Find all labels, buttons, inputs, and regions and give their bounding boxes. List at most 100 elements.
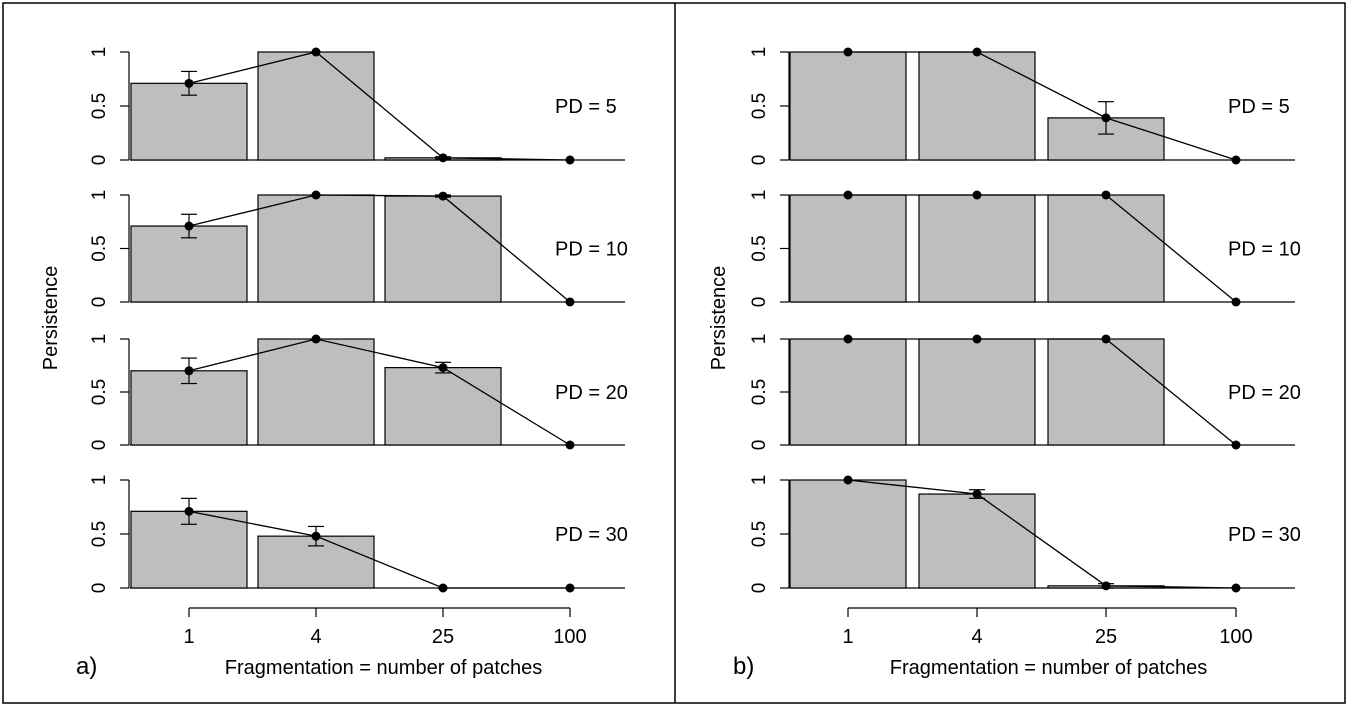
x-tick-label: 1	[842, 626, 853, 648]
y-tick-label: 0	[89, 440, 110, 451]
series-line	[848, 338, 1237, 446]
data-point	[311, 190, 321, 200]
bar	[257, 51, 375, 161]
data-point	[843, 334, 853, 344]
data-point	[1231, 440, 1241, 450]
y-tick-label: 1	[89, 190, 110, 201]
y-tick-label: 1	[749, 334, 770, 345]
bar	[789, 194, 907, 303]
bar	[789, 479, 907, 589]
bar	[918, 338, 1036, 446]
y-tick-label: 0	[749, 583, 770, 594]
y-tick-label: 0	[89, 297, 110, 308]
data-point	[438, 363, 448, 373]
bar	[918, 51, 1036, 161]
subplot: 0 0.5 1 PD = 5	[749, 47, 1295, 166]
series-line	[188, 51, 571, 161]
y-tick-label: 0.5	[89, 93, 110, 119]
panel-a: 0 0.5 1 PD = 5 0 0.5 1 PD = 10 0 0.5 1 PD = 20 0 0.5 1…	[40, 47, 628, 680]
y-tick-label: 0.5	[89, 379, 110, 405]
bar	[130, 225, 248, 303]
x-tick-label: 100	[1219, 626, 1252, 648]
x-tick-label: 4	[310, 626, 321, 648]
y-tick-label: 0	[749, 155, 770, 166]
data-point	[438, 153, 448, 163]
data-point	[438, 583, 448, 593]
series-label: PD = 20	[555, 382, 628, 404]
data-point	[1231, 583, 1241, 593]
subplot: 0 0.5 1 PD = 20	[89, 334, 628, 451]
data-point	[565, 440, 575, 450]
series-line	[188, 194, 571, 303]
y-tick-label: 0.5	[749, 235, 770, 261]
data-point	[184, 366, 194, 376]
subplot: 0 0.5 1 PD = 30	[749, 475, 1301, 594]
series-line	[847, 479, 1237, 589]
bar	[918, 493, 1036, 589]
panel-label: b)	[733, 653, 754, 680]
data-point	[972, 334, 982, 344]
data-point	[1101, 334, 1111, 344]
y-tick-label: 0.5	[89, 521, 110, 547]
data-point	[184, 78, 194, 88]
data-point	[843, 475, 853, 485]
bar	[384, 367, 502, 446]
data-point	[438, 191, 448, 201]
series-label: PD = 30	[555, 524, 628, 546]
data-point	[565, 583, 575, 593]
series-label: PD = 5	[1228, 96, 1290, 118]
y-tick-label: 1	[749, 190, 770, 201]
data-point	[184, 506, 194, 516]
subplot: 0 0.5 1 PD = 20	[749, 334, 1301, 451]
bar	[1047, 194, 1165, 303]
y-tick-label: 1	[89, 47, 110, 58]
bar	[257, 194, 375, 303]
bar	[257, 338, 375, 446]
data-point	[972, 190, 982, 200]
data-point	[311, 47, 321, 57]
y-tick-label: 0	[749, 440, 770, 451]
panel-label: a)	[76, 653, 97, 680]
y-tick-label: 0.5	[749, 521, 770, 547]
x-axis-title: Fragmentation = number of patches	[890, 657, 1207, 679]
data-point	[972, 489, 982, 499]
panel-b: 0 0.5 1 PD = 5 0 0.5 1 PD = 10 0 0.5 1 PD = 20 0 0.5 1…	[708, 47, 1301, 680]
y-tick-label: 1	[749, 475, 770, 486]
series-label: PD = 10	[555, 239, 628, 261]
data-point	[311, 531, 321, 541]
x-tick-label: 4	[971, 626, 982, 648]
y-axis-title: Persistence	[708, 266, 730, 371]
y-tick-label: 0.5	[749, 379, 770, 405]
bar	[384, 195, 502, 303]
subplot: 0 0.5 1 PD = 10	[89, 190, 628, 308]
bar	[789, 51, 907, 161]
x-tick-label: 25	[1095, 626, 1117, 648]
data-point	[843, 47, 853, 57]
y-tick-label: 0.5	[749, 93, 770, 119]
data-point	[311, 334, 321, 344]
data-point	[1101, 581, 1111, 591]
subplot: 0 0.5 1 PD = 30	[89, 475, 628, 594]
bar	[1047, 338, 1165, 446]
y-tick-label: 1	[749, 47, 770, 58]
y-tick-label: 0	[749, 297, 770, 308]
data-point	[184, 221, 194, 231]
x-tick-label: 1	[183, 626, 194, 648]
series-line	[188, 510, 570, 589]
data-point	[843, 190, 853, 200]
y-tick-label: 1	[89, 334, 110, 345]
x-axis-title: Fragmentation = number of patches	[225, 657, 542, 679]
series-line	[848, 194, 1237, 303]
y-tick-label: 0	[89, 155, 110, 166]
x-tick-label: 100	[553, 626, 586, 648]
y-axis-title: Persistence	[40, 266, 62, 371]
data-point	[1231, 297, 1241, 307]
data-point	[1231, 155, 1241, 165]
y-tick-label: 1	[89, 475, 110, 486]
series-label: PD = 20	[1228, 382, 1301, 404]
series-label: PD = 5	[555, 96, 617, 118]
data-point	[565, 155, 575, 165]
data-point	[1101, 190, 1111, 200]
data-point	[565, 297, 575, 307]
